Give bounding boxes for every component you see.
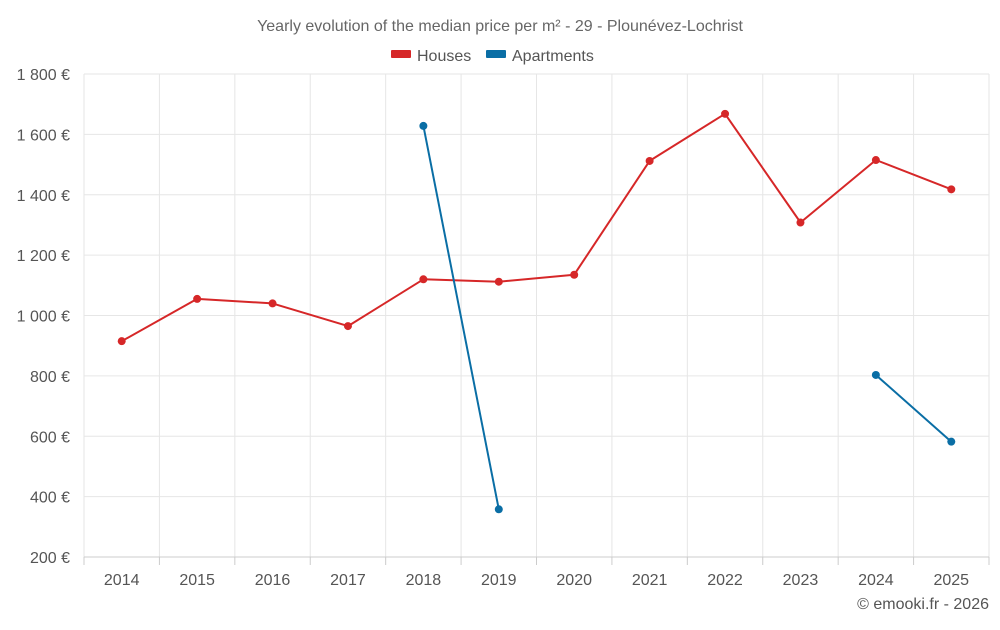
series-line-houses [120, 112, 953, 343]
data-point-apartments[interactable] [494, 505, 503, 514]
legend-swatch-houses [391, 50, 411, 58]
data-point-houses[interactable] [947, 185, 956, 194]
data-point-houses[interactable] [268, 299, 277, 308]
x-tick-label: 2018 [406, 572, 442, 589]
y-tick-label: 200 € [30, 550, 70, 567]
y-tick-label: 1 600 € [17, 127, 70, 144]
x-tick-label: 2014 [104, 572, 140, 589]
data-point-houses[interactable] [721, 109, 730, 118]
credit-text: © emooki.fr - 2026 [857, 596, 989, 613]
x-tick-label: 2016 [255, 572, 291, 589]
y-tick-label: 600 € [30, 429, 70, 446]
legend-item-houses[interactable]: Houses [391, 48, 471, 65]
x-tick-label: 2021 [632, 572, 668, 589]
data-point-houses[interactable] [494, 277, 503, 286]
data-point-houses[interactable] [570, 270, 579, 279]
y-tick-label: 400 € [30, 490, 70, 507]
data-point-apartments[interactable] [947, 437, 956, 446]
legend: Houses Apartments [391, 48, 594, 65]
x-tick-label: 2025 [933, 572, 969, 589]
x-axis-labels: 2014 2015 2016 2017 2018 2019 2020 2021 2022 2023… [104, 572, 969, 589]
x-tick-label: 2015 [179, 572, 215, 589]
y-tick-label: 1 200 € [17, 248, 70, 265]
data-point-houses[interactable] [193, 294, 202, 303]
data-point-houses[interactable] [419, 275, 428, 284]
legend-item-apartments[interactable]: Apartments [486, 48, 594, 65]
grid [83, 73, 990, 558]
data-point-houses[interactable] [117, 337, 126, 346]
x-tick-label: 2017 [330, 572, 366, 589]
y-axis-labels: 200 € 400 € 600 € 800 € 1 000 € 1 200 € 1 400 … [17, 67, 70, 567]
x-tick-label: 2024 [858, 572, 894, 589]
legend-swatch-apartments [486, 50, 506, 58]
series-line-apartments [874, 374, 953, 443]
y-tick-label: 800 € [30, 369, 70, 386]
series-points [117, 109, 956, 514]
axes [83, 556, 990, 565]
series-lines [120, 112, 953, 511]
y-tick-label: 1 000 € [17, 309, 70, 326]
legend-label-houses: Houses [417, 48, 471, 65]
data-point-houses[interactable] [796, 218, 805, 227]
data-point-houses[interactable] [871, 156, 880, 165]
data-point-houses[interactable] [343, 322, 352, 331]
data-point-apartments[interactable] [419, 121, 428, 130]
y-tick-label: 1 800 € [17, 67, 70, 84]
y-tick-label: 1 400 € [17, 188, 70, 205]
series-line-apartments [422, 124, 500, 511]
x-tick-label: 2022 [707, 572, 743, 589]
x-tick-label: 2020 [556, 572, 592, 589]
legend-label-apartments: Apartments [512, 48, 594, 65]
data-point-apartments[interactable] [871, 370, 880, 379]
data-point-houses[interactable] [645, 156, 654, 165]
x-tick-label: 2023 [783, 572, 819, 589]
x-tick-label: 2019 [481, 572, 517, 589]
chart-title: Yearly evolution of the median price per… [257, 18, 743, 35]
